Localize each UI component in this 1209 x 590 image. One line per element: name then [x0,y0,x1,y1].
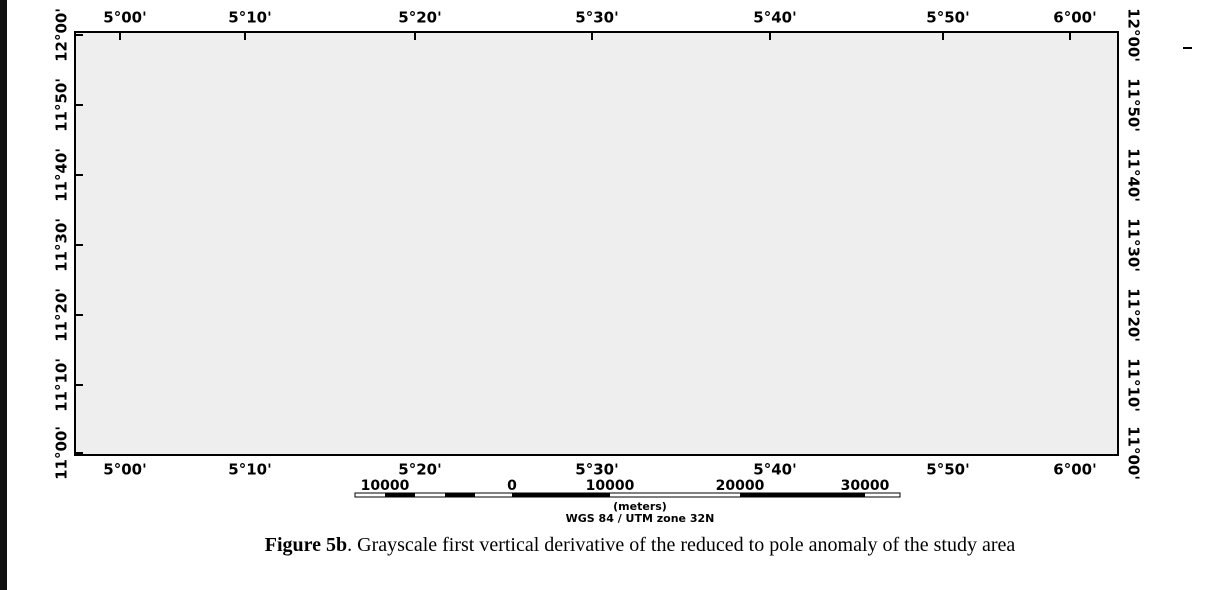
right-label: 11°50' [1125,78,1143,132]
left-label: 11°30' [53,218,71,272]
bottom-label: 6°00' [1053,461,1096,479]
scale-label: 0 [507,478,517,494]
caption-text: . Grayscale first vertical derivative of… [347,534,1015,556]
right-label: 11°00' [1125,426,1143,480]
left-label: 12°00' [53,8,71,62]
bottom-label: 5°20' [398,461,441,479]
map-image [75,32,1118,455]
top-label: 5°40' [753,9,796,27]
top-label: 6°00' [1053,9,1096,27]
scale-label: 30000 [841,478,890,494]
right-label: 11°20' [1125,288,1143,342]
map-frame [74,31,1119,456]
projection: WGS 84 / UTM zone 32N [566,512,715,525]
bottom-label: 5°00' [103,461,146,479]
left-label: 11°40' [53,148,71,202]
scale-bar-outline [354,492,901,498]
scale-label: 10000 [586,478,635,494]
top-label: 5°20' [398,9,441,27]
top-label: 5°50' [926,9,969,27]
top-label: 5°30' [575,9,618,27]
scale-segment [512,493,610,497]
right-label: 11°40' [1125,148,1143,202]
left-label: 11°00' [53,426,71,480]
right-label: 11°10' [1125,358,1143,412]
top-label: 5°10' [228,9,271,27]
bottom-label: 5°30' [575,461,618,479]
bottom-label: 5°40' [753,461,796,479]
caption: Figure 5b. Grayscale first vertical deri… [265,534,1016,556]
left-label: 11°20' [53,288,71,342]
left-label: 11°10' [53,358,71,412]
right-label: 12°00' [1125,8,1143,62]
bottom-label: 5°10' [228,461,271,479]
scale-label: 20000 [716,478,765,494]
caption-label: Figure 5b [265,534,347,556]
scale-label: 10000 [361,478,410,494]
left-border [0,0,7,590]
right-label: 11°30' [1125,218,1143,272]
top-label: 5°00' [103,9,146,27]
scale-segment [385,493,415,497]
bottom-label: 5°50' [926,461,969,479]
scale-bar [354,492,901,498]
scale-segment [445,493,475,497]
scale-unit: (meters) [613,500,667,513]
scale-segment [740,493,865,497]
left-label: 11°50' [53,78,71,132]
